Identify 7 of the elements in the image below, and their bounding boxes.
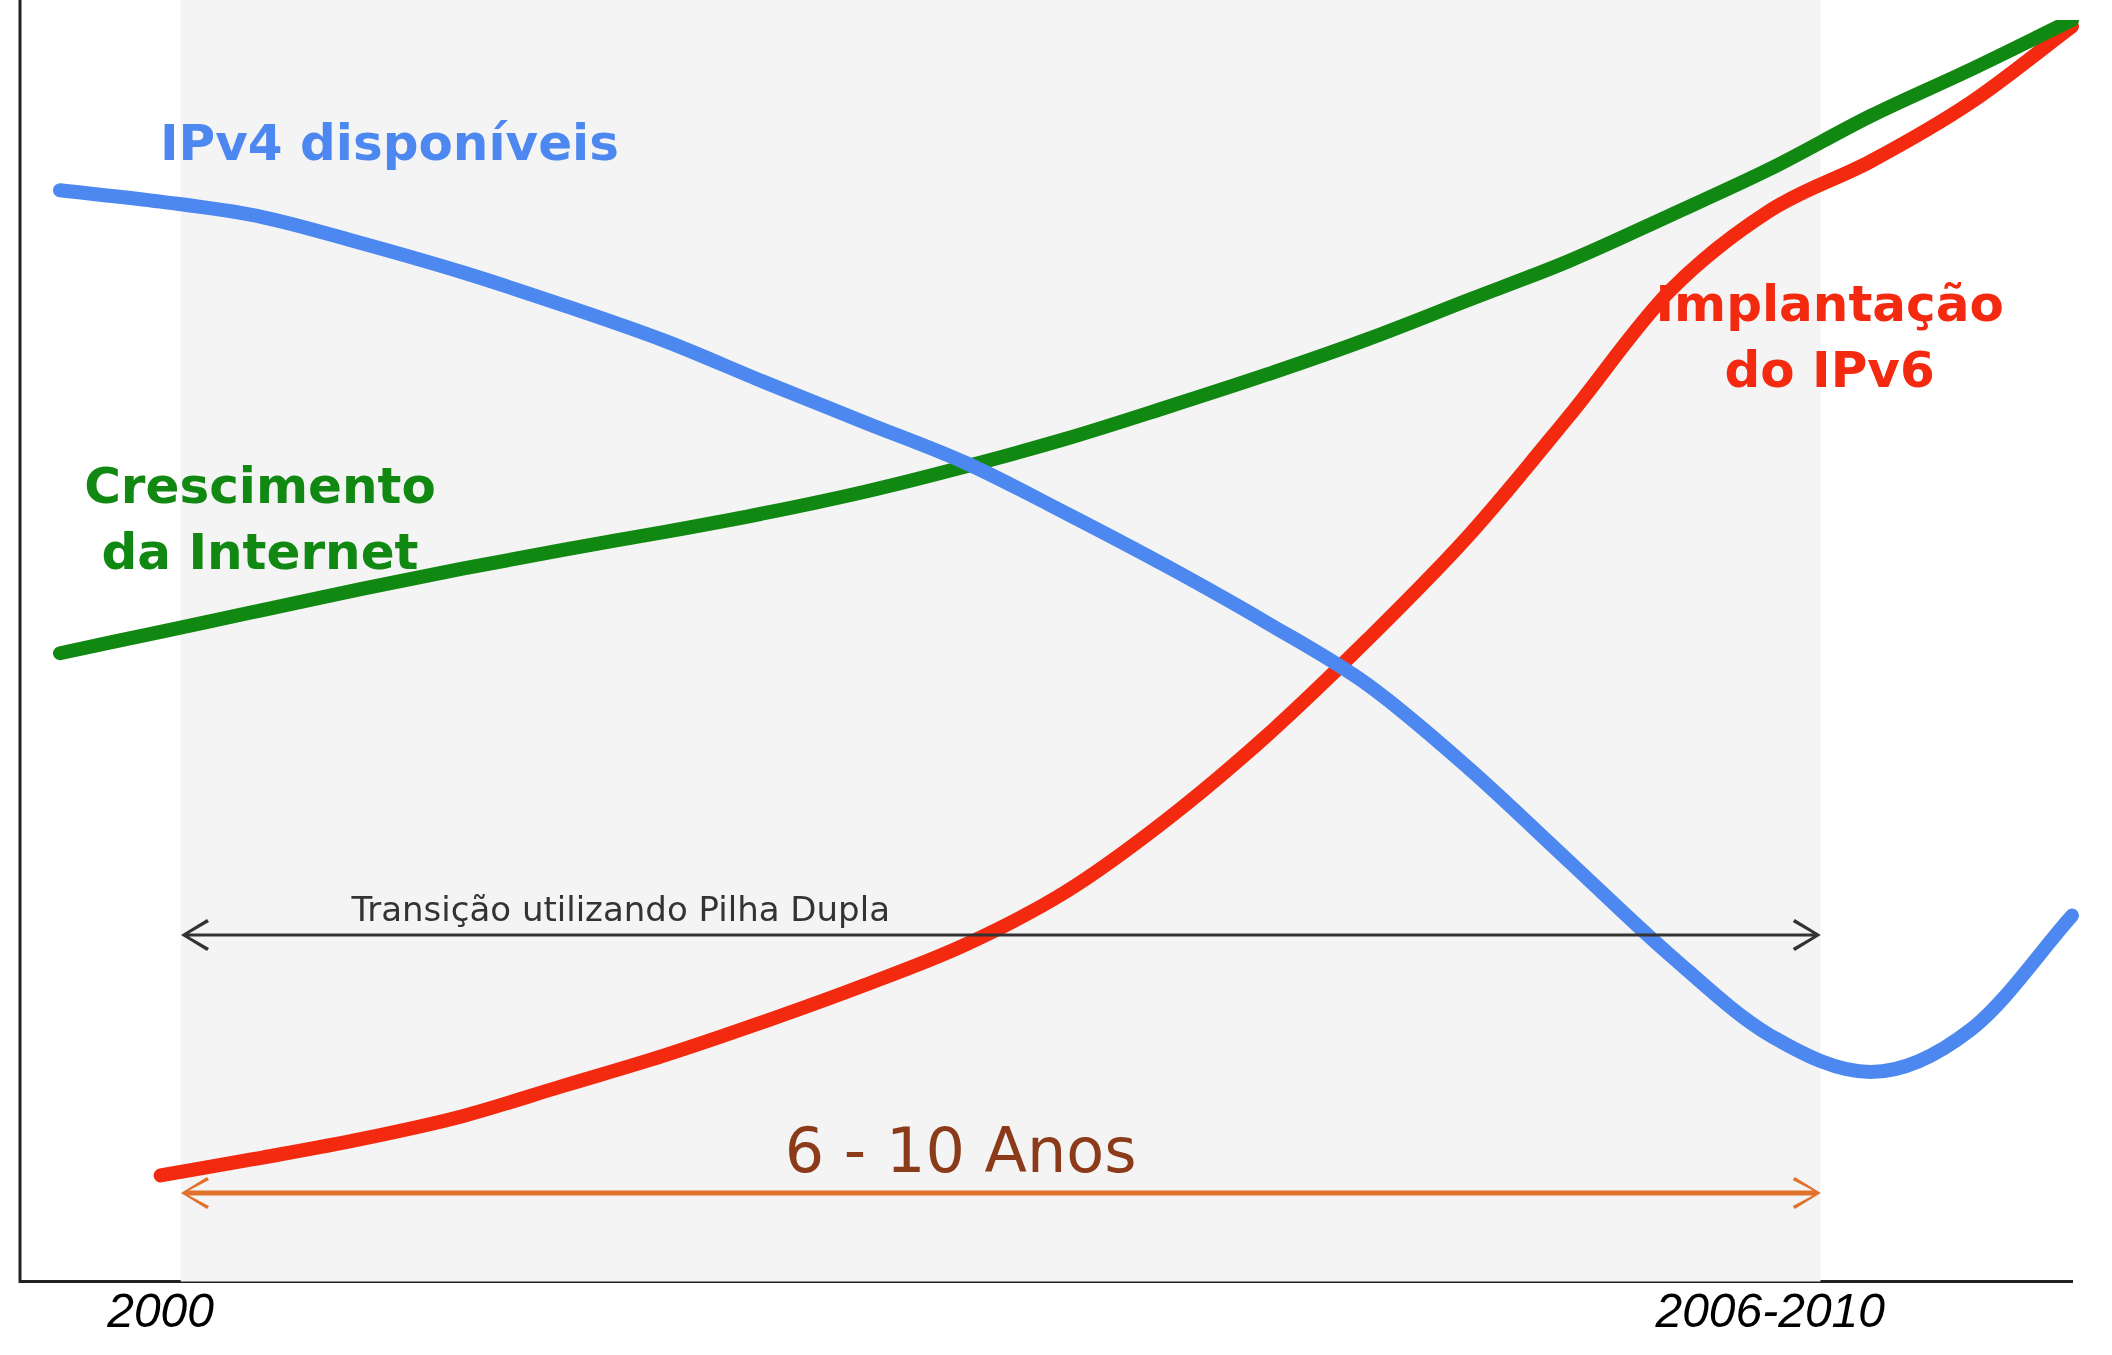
x-tick-label: 2006-2010 [1654,1283,1886,1337]
x-tick-label: 2000 [106,1283,215,1337]
series-label: Implantação do IPv6 [1655,275,2004,400]
annotation: 6 - 10 Anos [784,1114,1137,1188]
series-label: IPv4 disponíveis [160,114,620,173]
series-label: Crescimento da Internet [84,457,436,582]
annotation: Transição utilizando Pilha Dupla [351,888,890,929]
